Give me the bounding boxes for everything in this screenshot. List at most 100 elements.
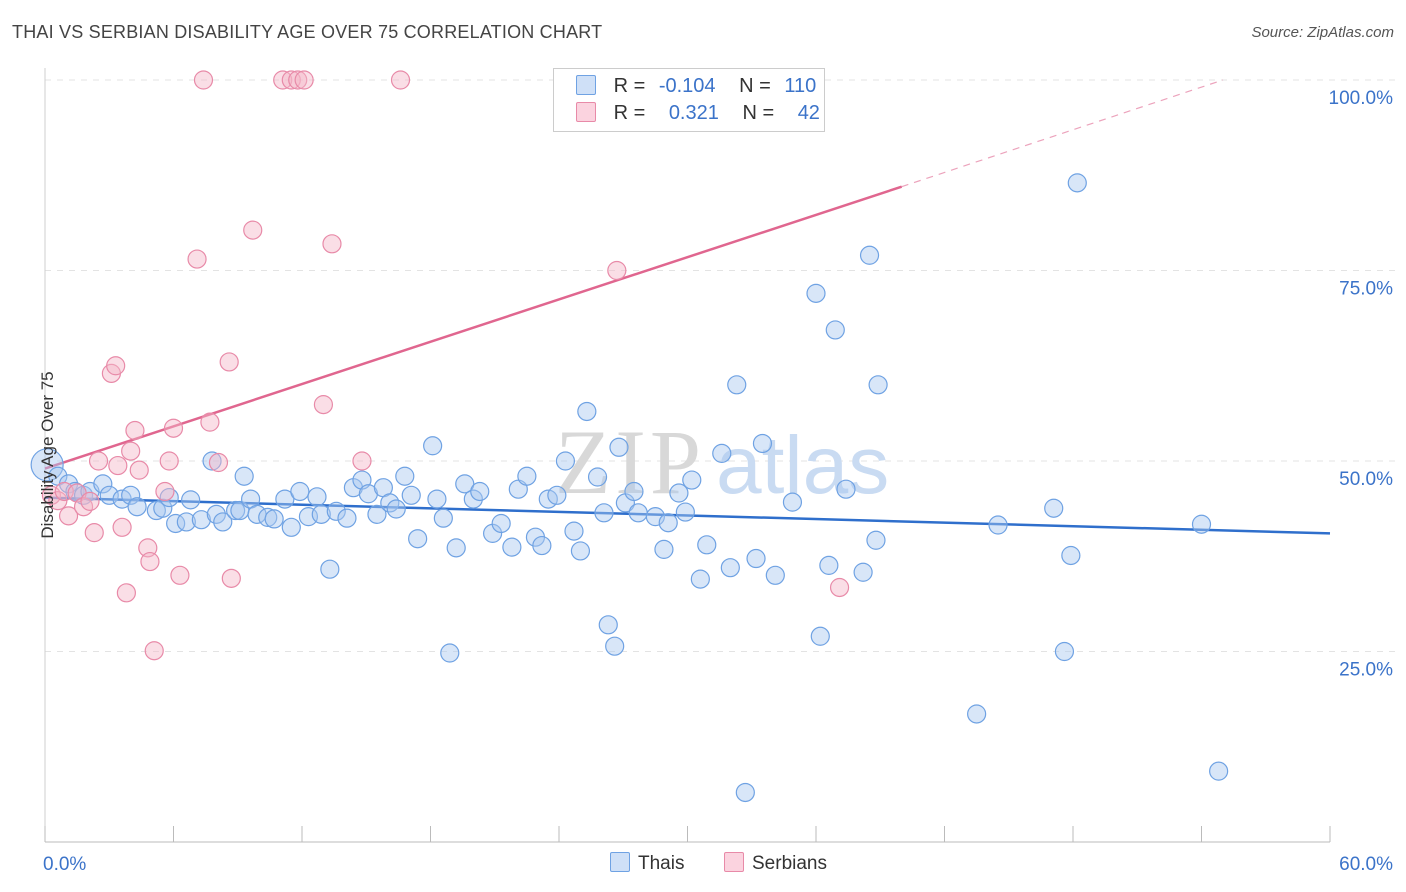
thais-point-106 [1067,173,1087,193]
thais-r-label: R = [613,75,646,97]
bottom-legend-thais: Thais [610,852,684,875]
thais-point-56 [491,513,511,534]
thais-point-100 [868,375,888,395]
thais-point-97 [853,562,873,582]
serbians-point-20 [155,481,175,502]
thais-point-90 [765,565,785,585]
thais-point-52 [455,474,475,494]
thais-point-33 [311,504,331,524]
thais-point-93 [810,626,830,646]
thais-point-103 [1044,498,1064,518]
thais-point-23 [234,466,254,486]
serbians-point-23 [170,565,190,585]
thais-point-82 [690,569,710,589]
serbians-trend-line [44,185,903,470]
serbians-point-15 [125,420,145,441]
thais-point-79 [669,483,689,503]
x-tick-label-1: 60.0% [1339,854,1393,875]
y-tick-label-2: 75.0% [1339,279,1393,300]
thais-point-61 [532,535,552,556]
serbians-point-3 [58,506,79,526]
serbians-point-27 [208,452,229,473]
thais-point-16 [181,490,201,510]
thais-point-105 [1061,545,1081,566]
bottom-thais-label: Thais [638,853,685,874]
thais-point-69 [594,503,614,523]
serbians-point-25 [193,70,214,90]
correlation-legend: R = -0.104 N = 110 R = 0.321 N = 42 [553,68,825,132]
serbians-point-10 [106,356,126,376]
thais-point-51 [446,538,466,558]
serbians-point-30 [243,220,263,240]
serbians-point-21 [159,451,179,471]
serbians-point-29 [221,568,241,588]
bottom-serbians-label: Serbians [752,853,827,874]
thais-point-36 [337,508,357,528]
serbians-point-8 [88,451,109,471]
serbians-point-6 [80,491,100,511]
thais-point-72 [609,437,629,457]
thais-point-94 [819,555,839,575]
thais-point-104 [1054,641,1075,662]
thais-point-47 [423,436,443,456]
serbians-point-40 [829,577,850,598]
thais-point-27 [264,509,284,529]
thais-point-26 [258,507,278,527]
thais-point-29 [281,517,301,537]
serbians-point-11 [108,455,128,476]
serbians-r-value: 0.321 [668,102,719,124]
thais-point-19 [206,504,226,524]
grid-lines [45,79,1395,652]
y-tick-label-1: 50.0% [1339,469,1393,490]
thais-point-98 [859,245,880,265]
thais-point-6 [93,474,113,494]
thais-n-value: 110 [784,75,817,97]
thais-point-49 [433,508,453,528]
thais-point-67 [577,401,597,422]
thais-trend-line [44,496,1331,535]
serbians-n-label: N = [742,102,775,124]
legend-row-serbians: R = 0.321 N = 42 [576,102,820,128]
thais-point-53 [463,489,483,509]
watermark-zip: ZIP [555,411,705,513]
thais-point-77 [654,539,674,559]
thais-point-71 [605,636,625,656]
thais-point-80 [675,502,695,522]
chart-title: THAI VS SERBIAN DISABILITY AGE OVER 75 C… [12,22,603,42]
legend-row-thais: R = -0.104 N = 110 [576,75,816,101]
thais-point-102 [988,515,1008,535]
serbians-point-35 [313,395,334,415]
serbians-point-34 [294,70,314,90]
serbians-point-7 [84,523,104,543]
thais-point-45 [401,485,421,505]
thais-point-107 [1191,514,1212,534]
thais-point-30 [290,481,310,502]
thais-point-7 [99,485,119,505]
thais-r-value: -0.104 [658,75,716,97]
serbians-point-22 [163,418,184,438]
serbians-point-13 [116,583,136,603]
thais-swatch [576,75,596,95]
thais-point-46 [408,529,428,549]
bottom-thais-swatch [610,852,630,872]
serbians-point-0 [41,485,62,505]
serbians-point-36 [322,234,342,254]
serbians-point-38 [390,70,411,90]
y-tick-label-0: 25.0% [1339,660,1393,681]
thais-point-64 [555,451,576,471]
serbians-point-12 [112,517,132,537]
thais-point-108 [1209,761,1229,781]
serbians-point-14 [121,441,141,461]
serbians-point-16 [129,460,149,480]
serbians-point-28 [219,352,239,372]
thais-point-85 [720,558,740,578]
thais-point-65 [564,521,584,541]
thais-point-54 [470,481,490,502]
thais-point-78 [658,513,678,533]
thais-point-32 [307,487,327,507]
thais-point-63 [547,485,567,505]
thais-point-44 [395,466,415,486]
x-tick-label-0: 0.0% [43,854,86,875]
serbians-point-39 [607,260,627,281]
